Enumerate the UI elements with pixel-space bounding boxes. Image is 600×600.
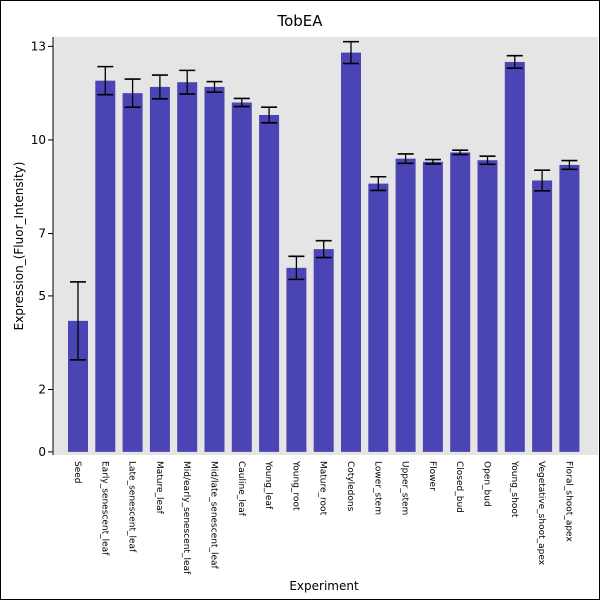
x-axis-label: Experiment: [289, 579, 359, 593]
bar: [95, 80, 116, 452]
x-tick-label: Young_root: [290, 460, 300, 511]
x-tick-label: Lower_stem: [372, 461, 382, 515]
bar: [341, 52, 361, 452]
x-tick-label: Cotyledons: [345, 461, 355, 512]
bar: [477, 160, 498, 452]
bars-group: [68, 52, 580, 452]
bar: [532, 180, 553, 452]
bar: [149, 86, 170, 452]
x-tick-label: Open_bud: [482, 461, 492, 507]
y-axis-label: Expression_(Fluor_Intensity): [12, 162, 26, 331]
bar: [231, 102, 252, 452]
y-tick-label: 13: [31, 39, 46, 53]
x-tick-label: Young_shoot: [509, 460, 519, 518]
x-tick-label: Mid/late_senescent_leaf: [209, 461, 219, 570]
x-tick-label: Upper_stem: [400, 461, 410, 515]
bar: [450, 152, 471, 452]
y-axis-ticks: 0 2 5 7 10 13: [31, 39, 53, 459]
x-tick-label: Young_leaf: [263, 460, 273, 510]
error-bars-group: [70, 40, 578, 361]
bar: [204, 86, 225, 452]
x-tick-label: Mid/early_senescent_leaf: [181, 461, 191, 575]
x-axis-tick-labels: Seed Early_senescent_leaf Late_senescent_l…: [72, 460, 573, 575]
bar: [504, 61, 525, 452]
chart-title: TobEA: [276, 12, 323, 30]
x-tick-label: Mature_leaf: [154, 461, 164, 515]
bar: [68, 320, 88, 452]
x-tick-label: Early_senescent_leaf: [99, 461, 109, 556]
bar: [177, 82, 198, 452]
x-tick-label: Flower: [427, 461, 437, 491]
y-tick-label: 0: [38, 445, 46, 459]
bar: [559, 164, 580, 452]
x-tick-label: Late_senescent_leaf: [127, 461, 137, 553]
x-tick-label: Closed_bud: [454, 461, 464, 513]
x-tick-label: Vegetative_shoot_apex: [536, 461, 546, 566]
x-tick-label: Seed: [72, 461, 82, 484]
bar: [313, 249, 334, 452]
bar: [368, 183, 389, 452]
y-tick-label: 10: [31, 133, 46, 147]
y-tick-label: 7: [38, 227, 46, 241]
bar: [259, 114, 280, 452]
bar: [395, 158, 416, 452]
bar: [122, 93, 143, 452]
x-tick-label: Cauline_leaf: [236, 461, 246, 517]
x-tick-label: Mature_root: [318, 461, 328, 516]
y-tick-label: 2: [38, 382, 46, 396]
bar: [286, 267, 307, 452]
x-tick-label: Floral_shoot_apex: [563, 461, 573, 542]
y-tick-label: 5: [38, 289, 46, 303]
bar: [422, 161, 443, 452]
